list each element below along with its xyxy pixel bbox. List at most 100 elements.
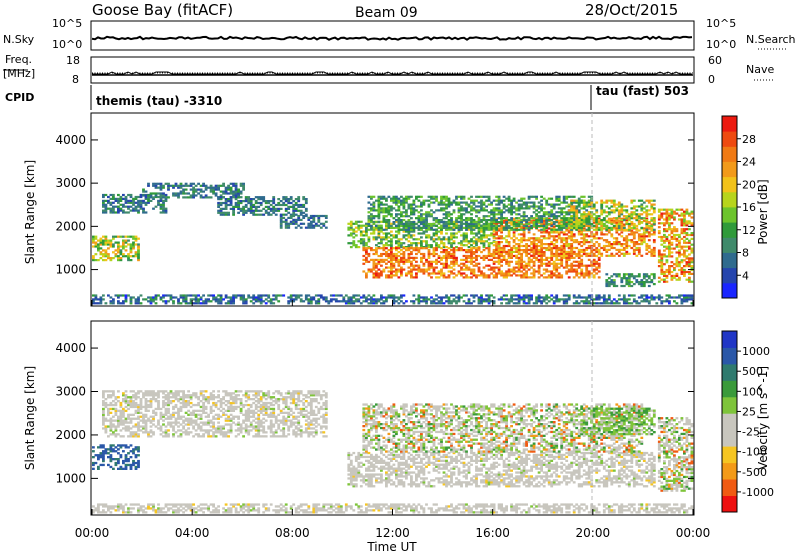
power-cell (440, 197, 443, 200)
power-cell (532, 219, 536, 222)
power-cell (645, 296, 649, 299)
power-cell (597, 248, 601, 251)
power-cell (294, 298, 298, 301)
power-cell (380, 270, 383, 273)
power-cell (497, 260, 501, 263)
power-cell (144, 190, 148, 193)
power-cell (610, 211, 614, 214)
power-cell (470, 207, 473, 210)
power-cell (437, 219, 441, 222)
power-cell (274, 213, 278, 216)
power-cell (377, 209, 381, 212)
power-cell (565, 252, 569, 255)
power-cell (470, 276, 473, 279)
power-cell (527, 264, 531, 267)
power-cell (565, 195, 569, 198)
power-cell (452, 249, 456, 252)
power-cell (309, 300, 313, 303)
power-cell (407, 234, 411, 237)
power-cell (585, 264, 589, 267)
power-cell (272, 209, 276, 212)
power-cell (615, 203, 619, 206)
power-cell (475, 258, 478, 261)
power-cell (457, 264, 461, 267)
power-cell (577, 241, 581, 244)
power-cell (422, 217, 426, 220)
power-cell (670, 274, 674, 277)
power-cell (437, 260, 441, 263)
power-cell (575, 296, 579, 299)
power-cell (400, 274, 403, 277)
power-cell (119, 294, 123, 297)
power-cell (587, 270, 591, 273)
power-cell (440, 268, 443, 271)
power-cell (582, 221, 586, 224)
power-cell (475, 238, 478, 241)
power-cell (567, 254, 571, 257)
power-cell (663, 263, 666, 266)
power-cell (189, 188, 193, 191)
power-cell (555, 203, 559, 206)
power-cell (365, 228, 368, 231)
power-cell (547, 213, 551, 216)
power-cell (660, 214, 664, 217)
power-cell (680, 232, 684, 235)
power-cell (435, 266, 438, 269)
power-cell (410, 213, 413, 216)
power-cell (600, 226, 604, 229)
power-cell (545, 224, 549, 227)
power-cell (575, 207, 579, 210)
power-cell (94, 235, 98, 238)
power-cell (502, 195, 506, 198)
power-cell (465, 249, 468, 252)
power-cell (470, 240, 473, 243)
power-cell (445, 258, 448, 261)
power-cell (162, 194, 165, 197)
power-cell (397, 197, 401, 200)
power-cell (362, 296, 366, 299)
power-cell (557, 249, 561, 252)
power-cell (607, 298, 611, 301)
cpid-mode-2: tau (fast) 503 (596, 84, 689, 98)
power-cell (657, 251, 661, 254)
power-cell (607, 277, 611, 280)
power-cell (324, 216, 328, 219)
power-cell (550, 213, 554, 216)
power-cell (447, 236, 451, 239)
power-cell (515, 250, 518, 253)
power-cell (242, 294, 245, 297)
power-cell (362, 244, 366, 247)
power-cell (512, 239, 516, 242)
power-cell (204, 184, 208, 187)
power-cell (507, 260, 511, 263)
power-cell (683, 228, 686, 231)
power-cell (264, 200, 268, 203)
power-cell (522, 296, 526, 299)
power-cell (382, 209, 386, 212)
power-cell (402, 201, 406, 204)
power-cell (372, 300, 376, 303)
power-cell (392, 217, 396, 220)
power-cell (104, 249, 108, 252)
power-cell (502, 298, 506, 301)
power-cell (495, 266, 498, 269)
power-cell (370, 298, 373, 301)
power-cell (660, 255, 664, 258)
power-cell (660, 208, 664, 211)
power-cell (620, 279, 624, 282)
power-cell (645, 227, 649, 230)
power-cell (262, 200, 266, 203)
power-cell (482, 203, 486, 206)
power-cell (482, 276, 486, 279)
power-cell (570, 222, 574, 226)
power-cell (668, 270, 671, 274)
power-cell (630, 211, 634, 214)
power-cell (284, 218, 288, 221)
power-cell (257, 296, 261, 299)
power-cell (520, 219, 523, 222)
power-cell (605, 241, 609, 244)
power-cell (435, 221, 438, 224)
power-cell (289, 205, 293, 208)
power-cell (450, 236, 453, 239)
power-cell (172, 194, 175, 197)
